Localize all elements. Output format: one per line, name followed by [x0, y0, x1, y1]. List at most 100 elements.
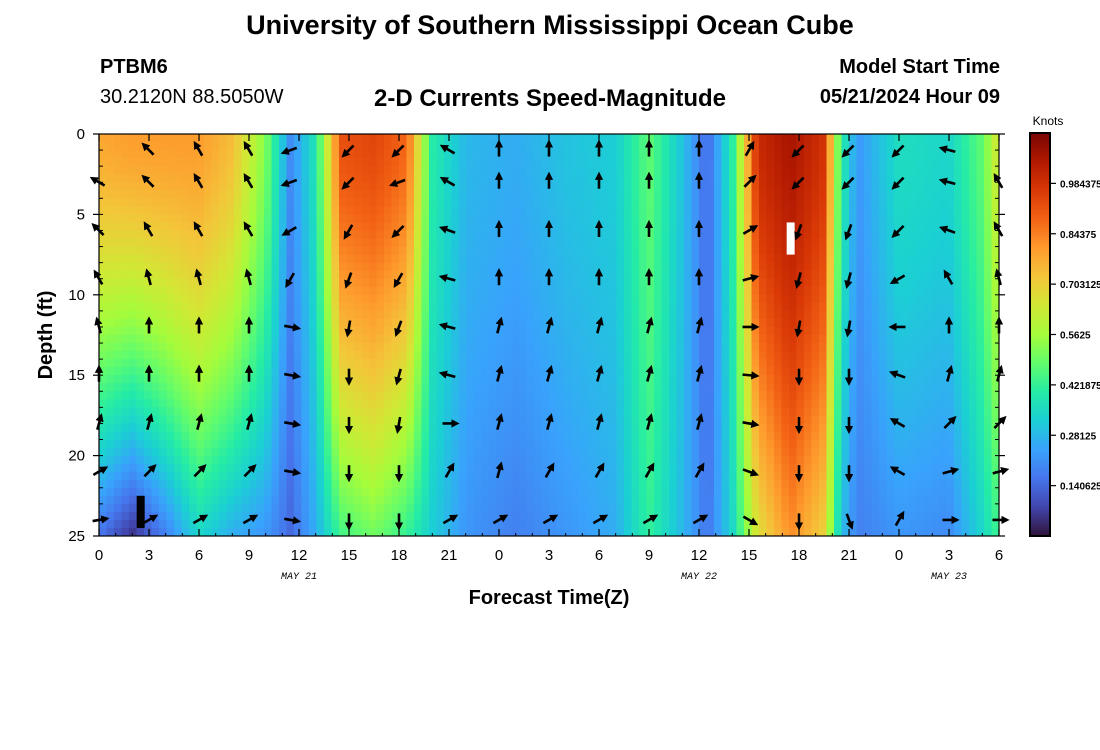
heatmap-cell: [781, 415, 790, 425]
heatmap-cell: [504, 134, 513, 143]
heatmap-cell: [181, 150, 190, 159]
heatmap-cell: [294, 166, 303, 175]
heatmap-cell: [639, 383, 648, 392]
heatmap-cell: [309, 190, 318, 199]
heatmap-cell: [384, 206, 393, 215]
heatmap-cell: [309, 335, 318, 344]
heatmap-cell: [271, 214, 280, 224]
heatmap-cell: [346, 359, 355, 368]
heatmap-cell: [414, 511, 423, 521]
heatmap-cell: [661, 198, 670, 207]
heatmap-cell: [459, 407, 468, 416]
heatmap-cell: [736, 375, 745, 384]
heatmap-cell: [699, 519, 708, 529]
heatmap-cell: [826, 326, 835, 336]
heatmap-cell: [429, 318, 438, 328]
heatmap-cell: [234, 254, 243, 264]
heatmap-cell: [571, 351, 580, 360]
heatmap-cell: [451, 230, 460, 240]
heatmap-cell: [129, 134, 138, 143]
heatmap-cell: [391, 391, 400, 400]
heatmap-cell: [586, 447, 595, 457]
heatmap-cell: [571, 286, 580, 296]
heatmap-cell: [646, 495, 655, 505]
heatmap-cell: [676, 503, 685, 513]
heatmap-cell: [564, 142, 573, 151]
heatmap-cell: [526, 455, 535, 465]
heatmap-cell: [264, 391, 273, 400]
heatmap-cell: [256, 455, 265, 465]
heatmap-cell: [99, 174, 108, 183]
heatmap-cell: [384, 479, 393, 489]
heatmap-cell: [684, 399, 693, 408]
heatmap-cell: [106, 262, 115, 272]
heatmap-cell: [571, 439, 580, 449]
heatmap-cell: [759, 455, 768, 465]
heatmap-cell: [519, 343, 528, 352]
heatmap-cell: [841, 455, 850, 465]
heatmap-cell: [474, 455, 483, 465]
heatmap-cell: [451, 519, 460, 529]
heatmap-cell: [174, 166, 183, 175]
heatmap-cell: [354, 407, 363, 416]
heatmap-cell: [489, 150, 498, 159]
heatmap-cell: [616, 246, 625, 256]
heatmap-cell: [189, 262, 198, 272]
heatmap-cell: [144, 503, 153, 513]
heatmap-cell: [594, 310, 603, 320]
heatmap-cell: [106, 238, 115, 248]
heatmap-cell: [376, 495, 385, 505]
heatmap-cell: [714, 503, 723, 513]
heatmap-cell: [766, 326, 775, 336]
heatmap-cell: [841, 439, 850, 449]
heatmap-cell: [796, 174, 805, 183]
heatmap-cell: [294, 351, 303, 360]
heatmap-cell: [571, 310, 580, 320]
heatmap-cell: [421, 383, 430, 392]
heatmap-cell: [196, 310, 205, 320]
heatmap-cell: [189, 150, 198, 159]
heatmap-cell: [691, 246, 700, 256]
heatmap-cell: [421, 335, 430, 344]
heatmap-cell: [151, 431, 160, 441]
heatmap-cell: [654, 495, 663, 505]
heatmap-cell: [226, 150, 235, 159]
heatmap-cell: [316, 487, 325, 497]
heatmap-cell: [714, 190, 723, 199]
heatmap-cell: [661, 431, 670, 441]
heatmap-cell: [376, 222, 385, 232]
heatmap-cell: [586, 415, 595, 425]
heatmap-cell: [286, 527, 295, 536]
heatmap-cell: [354, 270, 363, 280]
heatmap-cell: [721, 407, 730, 416]
heatmap-cell: [789, 367, 798, 376]
heatmap-cell: [699, 503, 708, 513]
heatmap-cell: [631, 479, 640, 489]
heatmap-cell: [354, 439, 363, 449]
heatmap-cell: [151, 158, 160, 167]
heatmap-cell: [841, 399, 850, 408]
heatmap-cell: [264, 182, 273, 191]
heatmap-cell: [511, 238, 520, 248]
heatmap-cell: [496, 254, 505, 264]
heatmap-cell: [331, 407, 340, 416]
heatmap-cell: [226, 383, 235, 392]
heatmap-cell: [324, 487, 333, 497]
heatmap-cell: [301, 150, 310, 159]
heatmap-cell: [774, 310, 783, 320]
heatmap-cell: [774, 190, 783, 199]
heatmap-cell: [519, 150, 528, 159]
heatmap-cell: [631, 415, 640, 425]
heatmap-cell: [189, 302, 198, 312]
heatmap-cell: [736, 511, 745, 521]
heatmap-cell: [691, 511, 700, 521]
heatmap-cell: [174, 214, 183, 224]
heatmap-cell: [661, 479, 670, 489]
heatmap-cell: [451, 182, 460, 191]
heatmap-cell: [519, 503, 528, 513]
heatmap-cell: [489, 471, 498, 481]
heatmap-cell: [496, 198, 505, 207]
heatmap-cell: [279, 278, 288, 288]
heatmap-cell: [669, 455, 678, 465]
